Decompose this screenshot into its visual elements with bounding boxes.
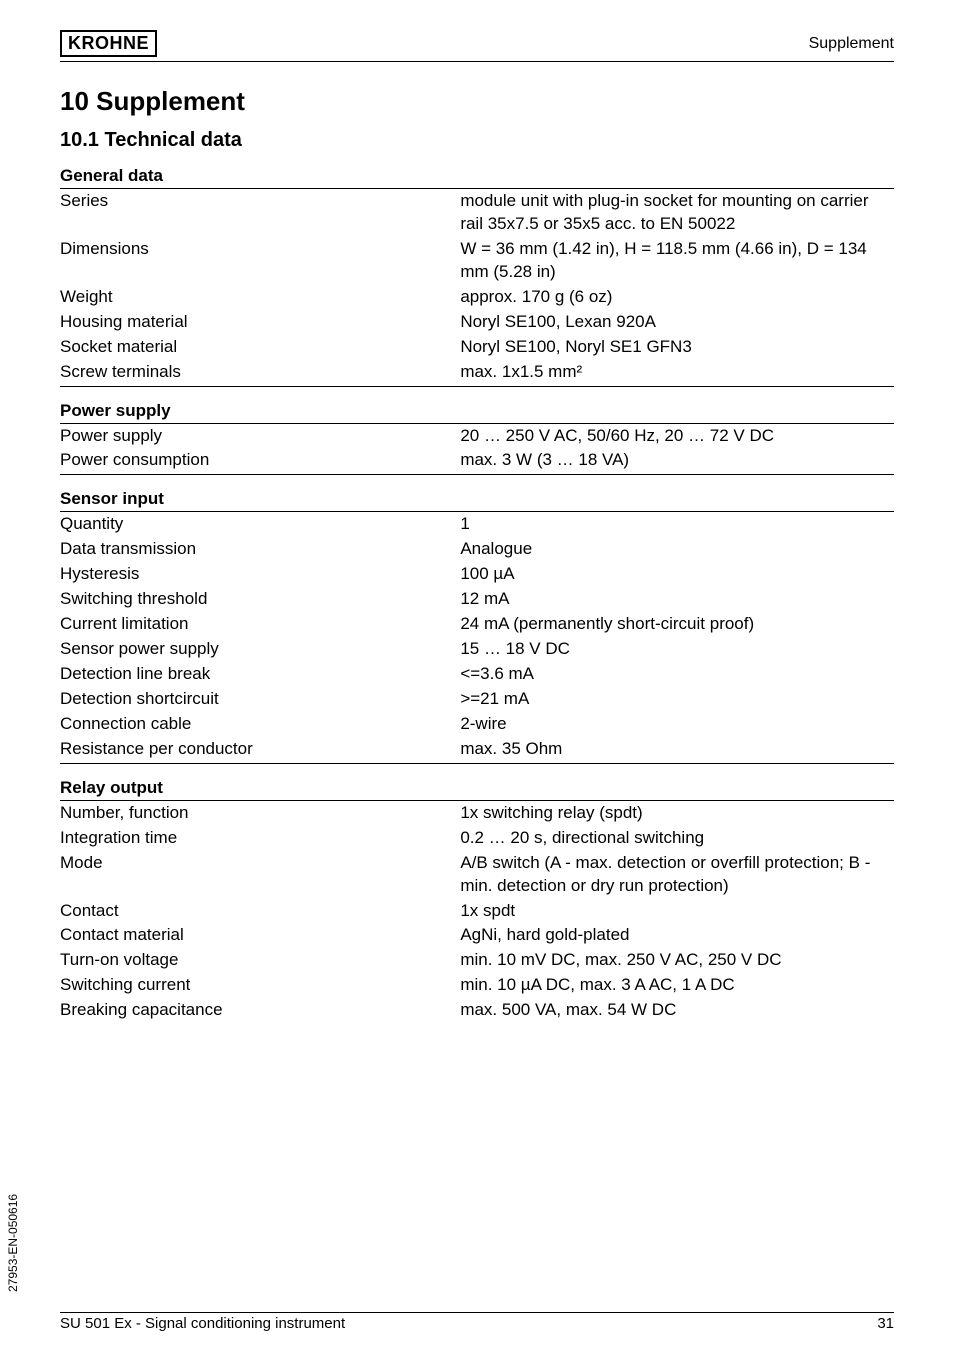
table-row: Quantity1 bbox=[60, 512, 894, 537]
table-row: DimensionsW = 36 mm (1.42 in), H = 118.5… bbox=[60, 237, 894, 285]
spec-label: Sensor power supply bbox=[60, 637, 460, 662]
page-footer: SU 501 Ex - Signal conditioning instrume… bbox=[60, 1312, 894, 1332]
spec-label: Resistance per conductor bbox=[60, 737, 460, 763]
spec-label: Breaking capacitance bbox=[60, 998, 460, 1023]
table-row: Resistance per conductormax. 35 Ohm bbox=[60, 737, 894, 763]
table-row: Hysteresis100 µA bbox=[60, 562, 894, 587]
spec-label: Power consumption bbox=[60, 448, 460, 474]
spec-label: Screw terminals bbox=[60, 360, 460, 386]
spec-value: 24 mA (permanently short-circuit proof) bbox=[460, 612, 894, 637]
spec-value: Analogue bbox=[460, 537, 894, 562]
spec-value: 1x switching relay (spdt) bbox=[460, 801, 894, 826]
spec-label: Turn-on voltage bbox=[60, 948, 460, 973]
subsection-title: 10.1 Technical data bbox=[60, 129, 894, 152]
spec-value: 100 µA bbox=[460, 562, 894, 587]
spec-label: Dimensions bbox=[60, 237, 460, 285]
spec-value: >=21 mA bbox=[460, 687, 894, 712]
section-title: 10 Supplement bbox=[60, 86, 894, 117]
spec-label: Quantity bbox=[60, 512, 460, 537]
spec-table: Number, function1x switching relay (spdt… bbox=[60, 801, 894, 1023]
spec-label: Data transmission bbox=[60, 537, 460, 562]
table-row: Data transmissionAnalogue bbox=[60, 537, 894, 562]
spec-label: Hysteresis bbox=[60, 562, 460, 587]
spec-table: Quantity1Data transmissionAnalogueHyster… bbox=[60, 512, 894, 763]
spec-groups: General dataSeriesmodule unit with plug-… bbox=[60, 166, 894, 1023]
table-row: Current limitation24 mA (permanently sho… bbox=[60, 612, 894, 637]
spec-value: max. 3 W (3 … 18 VA) bbox=[460, 448, 894, 474]
table-row: Screw terminalsmax. 1x1.5 mm² bbox=[60, 360, 894, 386]
spec-value: 12 mA bbox=[460, 587, 894, 612]
spec-value: min. 10 µA DC, max. 3 A AC, 1 A DC bbox=[460, 973, 894, 998]
page: KROHNE Supplement 10 Supplement 10.1 Tec… bbox=[0, 0, 954, 1352]
spec-label: Weight bbox=[60, 285, 460, 310]
table-row: Power consumptionmax. 3 W (3 … 18 VA) bbox=[60, 448, 894, 474]
group-heading: Power supply bbox=[60, 401, 894, 424]
brand-logo: KROHNE bbox=[60, 30, 157, 57]
header-right-label: Supplement bbox=[809, 35, 894, 53]
spec-value: 0.2 … 20 s, directional switching bbox=[460, 826, 894, 851]
spec-label: Switching threshold bbox=[60, 587, 460, 612]
spec-value: 15 … 18 V DC bbox=[460, 637, 894, 662]
spec-value: module unit with plug-in socket for moun… bbox=[460, 189, 894, 237]
table-row: Turn-on voltagemin. 10 mV DC, max. 250 V… bbox=[60, 948, 894, 973]
spec-value: A/B switch (A - max. detection or overfi… bbox=[460, 851, 894, 899]
spec-value: 1x spdt bbox=[460, 899, 894, 924]
spec-label: Switching current bbox=[60, 973, 460, 998]
table-row: Connection cable2-wire bbox=[60, 712, 894, 737]
table-row: ModeA/B switch (A - max. detection or ov… bbox=[60, 851, 894, 899]
table-row: Integration time0.2 … 20 s, directional … bbox=[60, 826, 894, 851]
table-row: Contact1x spdt bbox=[60, 899, 894, 924]
spec-label: Power supply bbox=[60, 424, 460, 449]
table-row: Power supply20 … 250 V AC, 50/60 Hz, 20 … bbox=[60, 424, 894, 449]
table-row: Housing materialNoryl SE100, Lexan 920A bbox=[60, 310, 894, 335]
group-heading: Sensor input bbox=[60, 489, 894, 512]
spec-value: Noryl SE100, Noryl SE1 GFN3 bbox=[460, 335, 894, 360]
spec-value: max. 500 VA, max. 54 W DC bbox=[460, 998, 894, 1023]
spec-value: 20 … 250 V AC, 50/60 Hz, 20 … 72 V DC bbox=[460, 424, 894, 449]
table-row: Weightapprox. 170 g (6 oz) bbox=[60, 285, 894, 310]
spec-value: approx. 170 g (6 oz) bbox=[460, 285, 894, 310]
spec-value: 1 bbox=[460, 512, 894, 537]
table-row: Sensor power supply15 … 18 V DC bbox=[60, 637, 894, 662]
table-row: Detection line break<=3.6 mA bbox=[60, 662, 894, 687]
spec-value: Noryl SE100, Lexan 920A bbox=[460, 310, 894, 335]
table-row: Number, function1x switching relay (spdt… bbox=[60, 801, 894, 826]
spec-value: <=3.6 mA bbox=[460, 662, 894, 687]
spec-table: Power supply20 … 250 V AC, 50/60 Hz, 20 … bbox=[60, 424, 894, 476]
spec-label: Connection cable bbox=[60, 712, 460, 737]
spec-value: W = 36 mm (1.42 in), H = 118.5 mm (4.66 … bbox=[460, 237, 894, 285]
group-heading: General data bbox=[60, 166, 894, 189]
spec-label: Integration time bbox=[60, 826, 460, 851]
spec-value: max. 35 Ohm bbox=[460, 737, 894, 763]
spec-label: Mode bbox=[60, 851, 460, 899]
table-row: Switching currentmin. 10 µA DC, max. 3 A… bbox=[60, 973, 894, 998]
spec-label: Detection shortcircuit bbox=[60, 687, 460, 712]
spec-label: Current limitation bbox=[60, 612, 460, 637]
spec-label: Number, function bbox=[60, 801, 460, 826]
table-row: Socket materialNoryl SE100, Noryl SE1 GF… bbox=[60, 335, 894, 360]
group-heading: Relay output bbox=[60, 778, 894, 801]
spec-label: Series bbox=[60, 189, 460, 237]
table-row: Seriesmodule unit with plug-in socket fo… bbox=[60, 189, 894, 237]
header-row: KROHNE Supplement bbox=[60, 30, 894, 62]
table-row: Breaking capacitancemax. 500 VA, max. 54… bbox=[60, 998, 894, 1023]
spec-label: Contact bbox=[60, 899, 460, 924]
spec-label: Housing material bbox=[60, 310, 460, 335]
footer-page-number: 31 bbox=[877, 1315, 894, 1332]
spec-label: Detection line break bbox=[60, 662, 460, 687]
table-row: Detection shortcircuit>=21 mA bbox=[60, 687, 894, 712]
spec-value: 2-wire bbox=[460, 712, 894, 737]
side-doc-id: 27953-EN-050616 bbox=[6, 1194, 20, 1292]
table-row: Switching threshold12 mA bbox=[60, 587, 894, 612]
spec-value: AgNi, hard gold-plated bbox=[460, 923, 894, 948]
spec-label: Contact material bbox=[60, 923, 460, 948]
spec-value: max. 1x1.5 mm² bbox=[460, 360, 894, 386]
table-row: Contact materialAgNi, hard gold-plated bbox=[60, 923, 894, 948]
footer-left: SU 501 Ex - Signal conditioning instrume… bbox=[60, 1315, 345, 1332]
spec-value: min. 10 mV DC, max. 250 V AC, 250 V DC bbox=[460, 948, 894, 973]
spec-label: Socket material bbox=[60, 335, 460, 360]
spec-table: Seriesmodule unit with plug-in socket fo… bbox=[60, 189, 894, 387]
